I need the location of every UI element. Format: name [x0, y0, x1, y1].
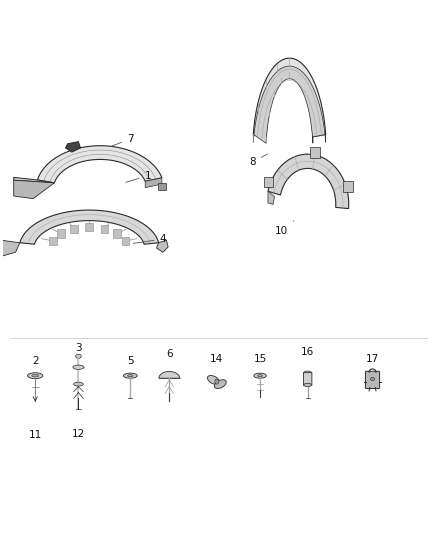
Circle shape — [215, 379, 219, 384]
Ellipse shape — [74, 382, 83, 386]
Text: 2: 2 — [32, 357, 39, 367]
Text: 8: 8 — [249, 154, 268, 167]
FancyBboxPatch shape — [365, 372, 380, 389]
Ellipse shape — [76, 354, 81, 358]
Polygon shape — [268, 191, 275, 205]
Text: 3: 3 — [75, 343, 82, 353]
Polygon shape — [145, 178, 162, 188]
FancyBboxPatch shape — [304, 373, 312, 385]
Polygon shape — [20, 210, 159, 244]
Polygon shape — [38, 146, 162, 183]
Text: 7: 7 — [111, 134, 134, 146]
Ellipse shape — [371, 377, 374, 381]
FancyBboxPatch shape — [101, 224, 109, 233]
Ellipse shape — [304, 371, 312, 375]
Polygon shape — [14, 180, 54, 199]
Ellipse shape — [127, 375, 133, 377]
Text: 14: 14 — [210, 354, 223, 364]
FancyBboxPatch shape — [57, 230, 65, 238]
Text: 11: 11 — [28, 430, 42, 440]
Polygon shape — [253, 58, 326, 137]
FancyBboxPatch shape — [158, 182, 166, 190]
Ellipse shape — [254, 373, 266, 378]
Polygon shape — [253, 66, 326, 143]
Ellipse shape — [73, 365, 84, 369]
Polygon shape — [65, 142, 81, 152]
FancyBboxPatch shape — [113, 230, 121, 238]
FancyBboxPatch shape — [343, 181, 353, 191]
FancyBboxPatch shape — [311, 147, 320, 158]
Polygon shape — [14, 177, 54, 183]
Ellipse shape — [208, 375, 219, 384]
Text: 10: 10 — [275, 221, 294, 236]
FancyBboxPatch shape — [85, 223, 93, 231]
Text: 15: 15 — [254, 354, 267, 364]
Ellipse shape — [214, 379, 226, 389]
Text: 4: 4 — [133, 234, 166, 244]
Polygon shape — [159, 372, 180, 378]
Ellipse shape — [28, 373, 43, 378]
Text: 6: 6 — [166, 349, 173, 359]
Text: 12: 12 — [72, 429, 85, 439]
Polygon shape — [0, 240, 20, 256]
Text: 5: 5 — [127, 357, 134, 367]
FancyBboxPatch shape — [49, 237, 57, 245]
Text: 16: 16 — [301, 347, 314, 357]
Ellipse shape — [258, 375, 262, 377]
FancyBboxPatch shape — [122, 237, 129, 245]
Ellipse shape — [304, 383, 311, 386]
Polygon shape — [156, 240, 168, 252]
Text: 17: 17 — [366, 354, 379, 364]
Ellipse shape — [32, 374, 39, 377]
Ellipse shape — [124, 373, 137, 378]
Text: 1: 1 — [126, 171, 151, 182]
Polygon shape — [268, 154, 349, 208]
FancyBboxPatch shape — [70, 224, 78, 233]
FancyBboxPatch shape — [264, 177, 273, 187]
